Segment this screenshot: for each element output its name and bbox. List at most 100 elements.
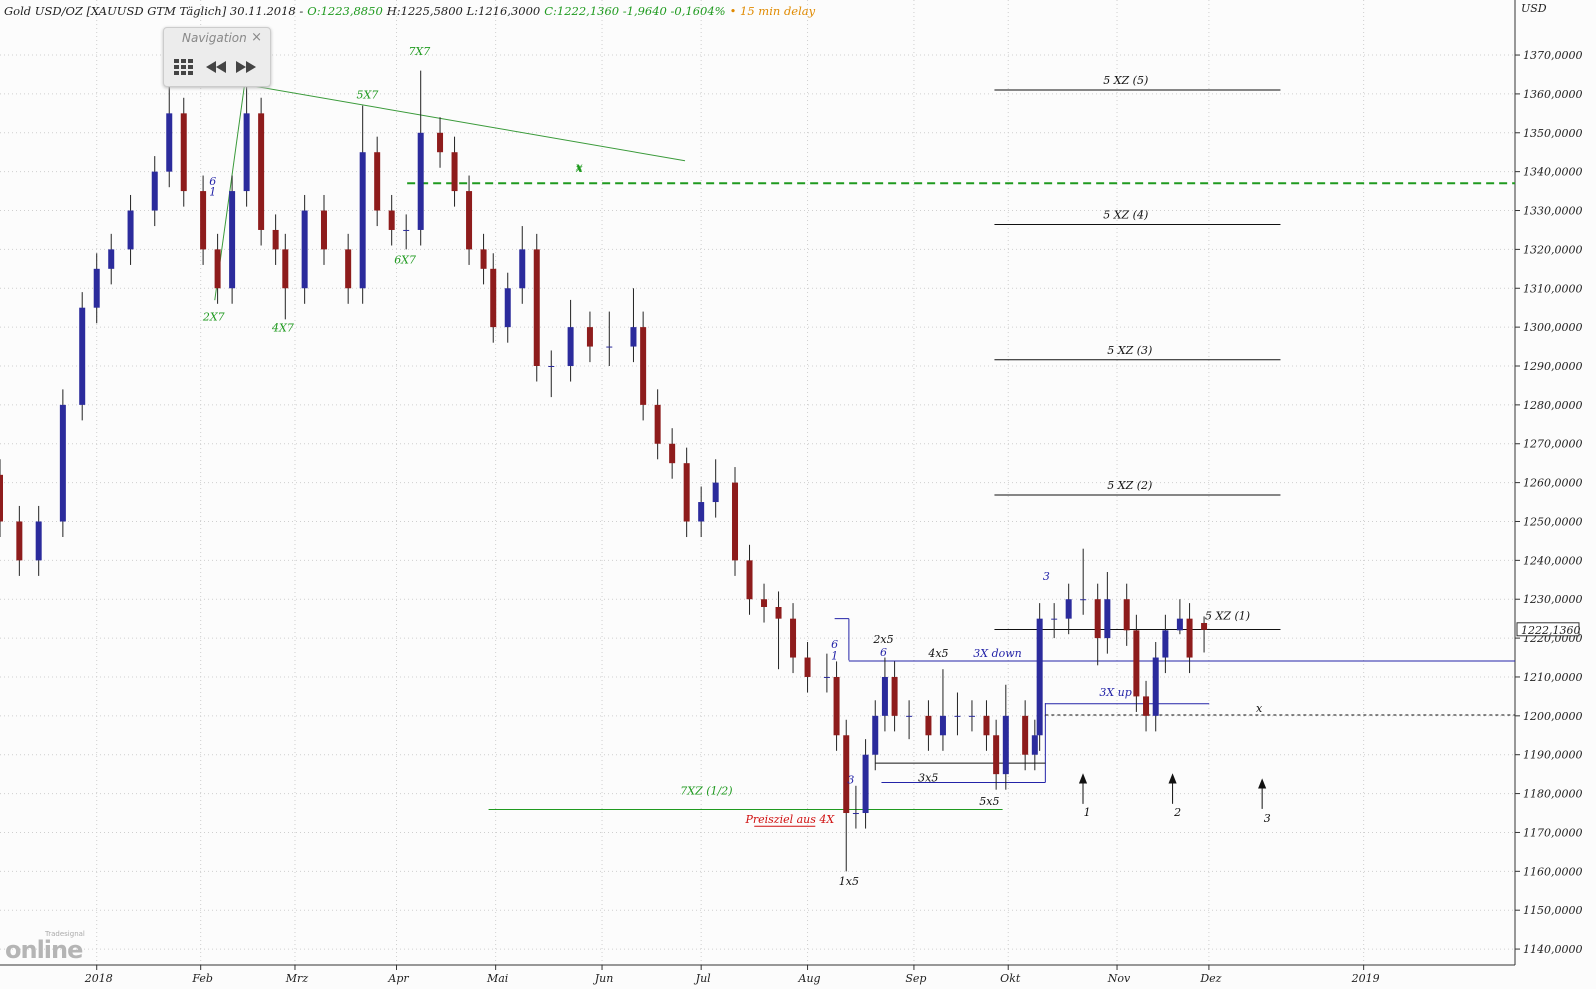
level-label: 5 XZ (1) [1205,610,1250,623]
candle-body [301,210,308,289]
y-tick-label: 1360,0000 [1523,88,1583,101]
annotation: 4x5 [927,647,948,660]
annotation: 3 [1043,570,1050,583]
y-tick-label: 1180,0000 [1523,788,1583,801]
annotation: 3x5 [918,771,938,784]
x-tick-label: Mai [486,972,508,985]
annotation: 6 [831,638,838,651]
y-tick-label: 1370,0000 [1523,49,1583,62]
candle-body [374,152,381,211]
level-label: 3X down [973,647,1022,660]
candle-body [1080,599,1087,601]
x-tick-label: Dez [1199,972,1221,985]
level-label: 5 XZ (3) [1107,344,1152,357]
candle-body [862,754,869,814]
candle-body [214,249,221,289]
header-text: Gold USD/OZ [XAUUSD GTM Täglich] 30.11.2… [4,4,304,18]
drawing-line [244,83,686,162]
candle-body [823,676,830,678]
candle-body [166,113,173,172]
y-unit: USD [1521,2,1547,15]
annotation: 2 [1173,806,1181,819]
x-tick-label: Okt [1000,972,1021,985]
x-tick-label: Jun [593,972,614,985]
candle-body [282,249,289,289]
annotation: 1 [831,649,838,662]
candle-body [1036,618,1043,736]
y-tick-label: 1190,0000 [1523,749,1583,762]
y-tick-label: 1280,0000 [1523,399,1583,412]
candle-body [790,618,797,658]
candle-body [548,366,555,368]
navigation-panel: Navigation × [163,27,271,87]
level-label: 3X up [1099,686,1131,699]
y-tick-label: 1300,0000 [1523,321,1583,334]
candle-body [1152,657,1159,716]
x-tick-label: Feb [191,972,213,985]
candle-body [403,229,410,231]
y-tick-label: 1340,0000 [1523,166,1583,179]
header-text: H:1225,5800 L:1216,3000 [386,4,541,18]
y-tick-label: 1170,0000 [1523,826,1583,839]
y-tick-label: 1200,0000 [1523,710,1583,723]
annotation: 3 [847,773,854,786]
candle-body [0,474,3,522]
annotation: 1 [209,185,216,198]
level-label: x [575,160,583,173]
candle-body [775,606,782,619]
nav-close[interactable]: × [251,30,262,45]
level-label: 5 XZ (2) [1107,479,1152,492]
candle-body [127,210,134,250]
candle-body [417,132,424,230]
annotation: 3 [1264,812,1271,825]
logo-top: Tradesignal [45,930,85,938]
y-tick-label: 1270,0000 [1523,438,1583,451]
x-tick-label: 2018 [84,972,113,985]
candle-body [1176,618,1183,631]
x-tick-label: Jul [694,972,711,985]
y-tick-label: 1210,0000 [1523,671,1583,684]
candle-body [108,249,115,269]
candle-body [630,327,637,347]
candle-body [732,482,739,561]
candle-body [480,249,487,269]
annotation: 1x5 [839,875,859,888]
y-tick-label: 1150,0000 [1523,904,1583,917]
candle-body [1143,696,1150,716]
grid-button[interactable] [172,55,196,79]
last-price-box [1516,622,1580,637]
candle-body [993,735,1000,775]
candle-body [437,132,444,153]
candle-body [891,676,898,716]
level-label: 7XZ (1/2) [680,785,732,798]
back-button[interactable] [204,55,228,79]
logo-main: online [5,936,83,964]
header-text: • 15 min delay [729,4,816,18]
candle-body [1162,630,1169,658]
y-tick-label: 1260,0000 [1523,477,1583,490]
forward-button[interactable] [234,55,258,79]
arrow-head [1078,773,1088,784]
candle-body [761,599,768,607]
y-tick-label: 1290,0000 [1523,360,1583,373]
annotation: x [575,162,583,175]
candle-body [1123,599,1130,631]
x-tick-label: Sep [905,972,926,985]
candle-body [712,482,719,503]
candle-body [35,521,42,561]
candle-body [906,715,913,717]
candle-body [1133,630,1140,697]
candle-body [243,113,250,192]
candle-body [519,249,526,289]
annotation: 6X7 [394,253,416,266]
candle-body [258,113,265,230]
x-tick-label: Apr [387,972,409,985]
candle-body [451,152,458,192]
annotation: 5X7 [357,89,379,102]
candle-body [925,715,932,736]
candle-body [852,813,859,815]
level-label: x [1256,702,1263,715]
nav-title: Navigation [182,31,247,45]
arrow-head [1168,773,1177,784]
header-text: O:1223,8850 [307,4,383,18]
